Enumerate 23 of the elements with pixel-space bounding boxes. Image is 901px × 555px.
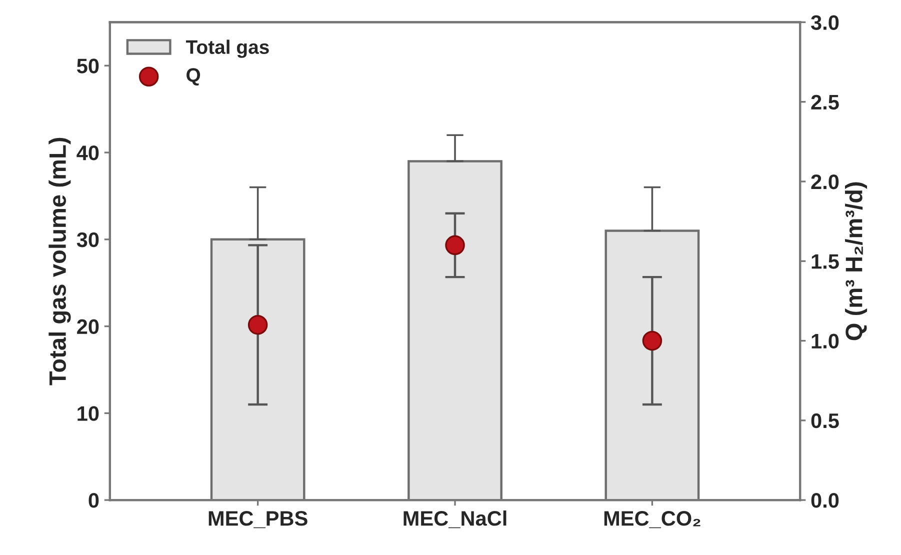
y2-tick-label: 1.0: [812, 334, 839, 349]
y-axis-title: Total gas volume (mL): [48, 138, 71, 386]
point: [248, 314, 268, 335]
y-tick-label: 30: [76, 232, 99, 248]
y2-tick-label: 3.0: [810, 15, 839, 30]
y2-tick-label: 1.5: [812, 254, 839, 269]
y2-tick-label: 2.0: [811, 174, 839, 190]
y-tick-label: 40: [76, 146, 99, 160]
y2-tick-label: 0.0: [811, 493, 839, 508]
x-tick-label: MEC_NaCl: [404, 510, 506, 528]
legend-label: Q: [186, 68, 200, 86]
legend-label: Total gas: [186, 40, 269, 58]
x-tick-label: MEC_PBS: [208, 511, 308, 528]
y2-tick-label: 0.5: [811, 413, 839, 428]
x-tick-label: MEC_CO₂: [604, 511, 700, 528]
point: [445, 235, 465, 256]
y-tick-label: 0: [88, 493, 99, 508]
y2-axis-title: Q (m³ H₂/m³/d): [845, 182, 868, 340]
y-tick-label: 10: [78, 406, 99, 421]
y2-tick-label: 2.5: [811, 94, 839, 110]
point: [642, 330, 662, 351]
y-tick-label: 50: [76, 58, 99, 74]
y-tick-label: 20: [77, 319, 99, 334]
